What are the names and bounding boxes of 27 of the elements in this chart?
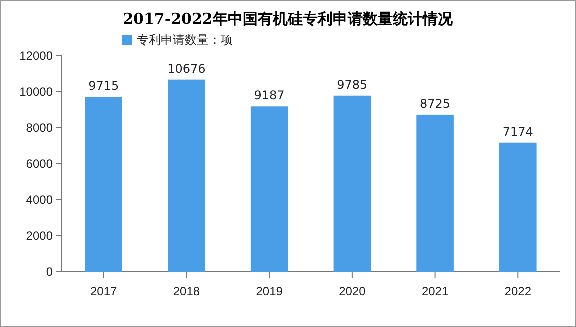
x-tick-label: 2022 (504, 284, 532, 298)
data-label: 8725 (420, 96, 451, 111)
data-label: 9785 (337, 78, 368, 92)
x-tick-label: 2020 (339, 284, 366, 298)
legend-label: 专利申请数量：项 (137, 33, 233, 47)
x-tick-label: 2017 (90, 284, 118, 298)
y-tick-label: 10000 (20, 84, 54, 99)
bar (334, 96, 372, 272)
x-tick-label: 2019 (256, 284, 284, 298)
x-tick-label: 2018 (173, 284, 200, 298)
bar (500, 142, 537, 272)
data-label: 9187 (254, 88, 285, 103)
bar (168, 80, 206, 272)
y-tick-label: 12000 (20, 48, 54, 63)
x-tick-label: 2021 (422, 284, 449, 298)
y-tick-label: 0 (46, 264, 54, 279)
data-label: 9715 (88, 79, 120, 94)
y-tick-label: 6000 (26, 156, 54, 171)
y-tick-label: 2000 (26, 228, 54, 243)
data-label: 10676 (168, 62, 206, 76)
y-tick-label: 4000 (26, 192, 54, 207)
chart-title: 2017-2022年中国有机硅专利申请数量统计情况 (123, 10, 454, 28)
data-label: 7174 (502, 124, 534, 139)
y-tick-label: 8000 (26, 120, 54, 135)
bar (416, 114, 454, 272)
bar (250, 106, 288, 272)
bar (85, 97, 122, 272)
